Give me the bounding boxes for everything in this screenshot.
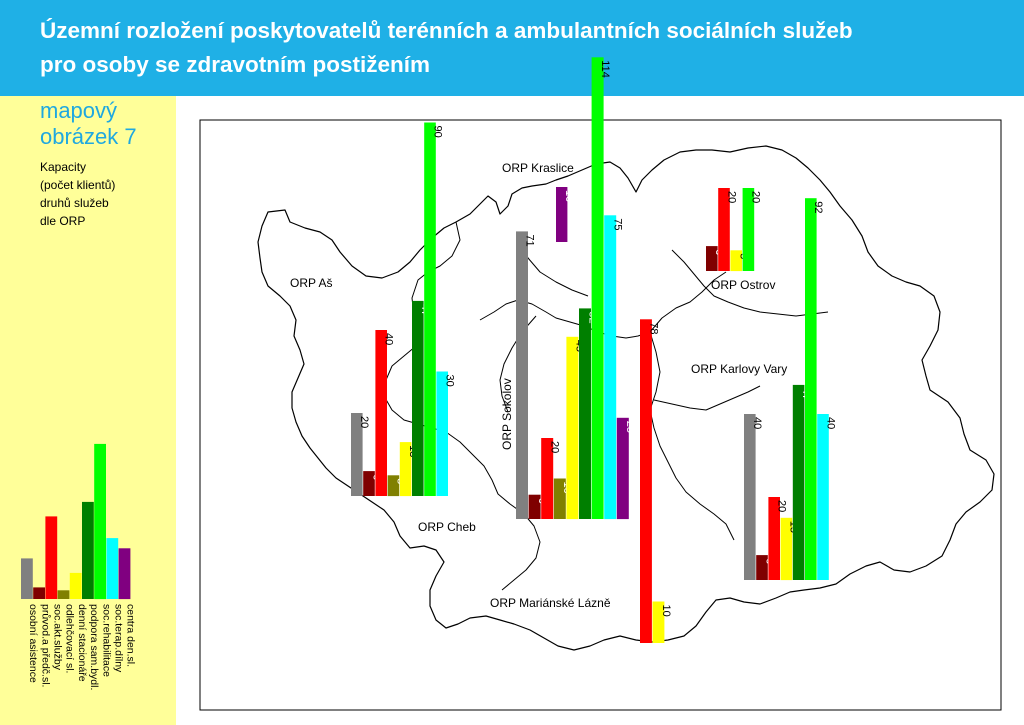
bar-value-label: 40 <box>383 333 395 345</box>
region-label-cheb: ORP Cheb <box>418 520 476 534</box>
legend-label: centra den.sl. <box>125 604 137 667</box>
region-labels: ORP Aš ORP Kraslice ORP Ostrov ORP Karlo… <box>290 161 787 610</box>
bar-orp-sokolov-pruvod-a-predc-sl <box>528 494 541 519</box>
bar-orp-karlovy-vary-soc-rehabilitace <box>805 198 817 580</box>
bar-orp-cheb-pruvod-a-predc-sl <box>363 471 375 496</box>
caption-line: (počet klientů) <box>40 178 116 192</box>
legend-layer: osobní asistence průvod.a předč.sl. soc.ak… <box>21 443 137 690</box>
legend-bar-osobni-asistence <box>21 558 33 599</box>
bar-value-label: 114 <box>599 60 611 78</box>
bar-orp-cheb-soc-rehabilitace <box>424 122 436 496</box>
bar-value-label: 20 <box>549 441 561 453</box>
bar-value-label: 25 <box>624 421 636 433</box>
bar-orp-ostrov-soc-akt-sluzby <box>718 188 730 271</box>
bar-value-label: 71 <box>523 234 535 246</box>
bar-orp-cheb-soc-akt-sluzby <box>375 330 387 496</box>
bar-orp-cheb-denni-stacionare <box>399 442 412 497</box>
bar-orp-ostrov-pruvod-a-predc-sl <box>706 246 718 271</box>
page-title-line1: Územní rozložení poskytovatelů terénních… <box>40 18 853 43</box>
bar-orp-cheb-odlehcovaci-sl <box>387 475 400 497</box>
legend-bar-soc-terap-dilny <box>106 538 119 599</box>
bar-value-label: 20 <box>358 416 370 428</box>
map-label-line2: obrázek 7 <box>40 124 137 149</box>
bar-orp-karlovy-vary-soc-akt-sluzby <box>768 497 780 580</box>
bar-orp-ostrov-soc-rehabilitace <box>742 188 755 271</box>
bar-value-label: 78 <box>647 322 659 334</box>
legend-bar-centra-den-sl <box>118 548 131 600</box>
bar-orp-marianske-lazne-denni-stacionare <box>652 601 665 643</box>
page-title-line2: pro osoby se zdravotním postižením <box>40 52 431 77</box>
bar-value-label: 92 <box>812 201 824 213</box>
bar-orp-kraslice-centra-den-sl <box>556 187 568 242</box>
bar-value-label: 40 <box>824 417 836 429</box>
legend-bar-soc-akt-sluzby <box>45 516 58 599</box>
legend-label: soc.terap.dílny <box>113 604 125 673</box>
bar-orp-karlovy-vary-pruvod-a-predc-sl <box>756 555 768 580</box>
region-label-kraslice: ORP Kraslice <box>502 161 574 175</box>
region-label-sokolov: ORP Sokolov <box>500 378 514 450</box>
bar-orp-sokolov-odlehcovaci-sl <box>553 478 566 519</box>
bar-orp-karlovy-vary-denni-stacionare <box>780 517 793 581</box>
caption-line: dle ORP <box>40 214 86 228</box>
bar-orp-cheb-soc-terap-dilny <box>436 371 448 496</box>
bar-orp-sokolov-centra-den-sl <box>616 417 629 520</box>
region-label-marianske-lazne: ORP Mariánské Lázně <box>490 596 611 610</box>
sidebar-panel: mapový obrázek 7 Kapacity (počet klientů… <box>0 96 176 725</box>
legend-bar-pruvod-a-predc-sl <box>33 587 45 599</box>
bar-value-label: 90 <box>431 126 443 138</box>
bar-orp-sokolov-osobni-asistence <box>516 231 528 519</box>
legend-bar-odlehcovaci-sl <box>57 590 70 599</box>
legend-bar-soc-rehabilitace <box>94 443 106 600</box>
bar-value-label: 75 <box>612 218 624 230</box>
caption-line: Kapacity <box>40 160 87 174</box>
legend-label: denní stacionáře <box>76 604 88 682</box>
legend-label: průvod.a předč.sl. <box>39 604 51 687</box>
bar-orp-sokolov-soc-terap-dilny <box>604 215 617 520</box>
legend-label: osobní asistence <box>27 604 39 683</box>
bar-value-label: 30 <box>444 375 456 387</box>
legend-bar-denni-stacionare <box>69 572 82 599</box>
legend-bar-podpora-sam-bydl <box>82 501 94 599</box>
bar-value-label: 20 <box>750 191 762 203</box>
caption-line: druhů služeb <box>40 196 109 210</box>
region-label-karlovy-vary: ORP Karlovy Vary <box>691 362 787 376</box>
header-banner: Územní rozložení poskytovatelů terénních… <box>0 0 1024 96</box>
bar-orp-karlovy-vary-osobni-asistence <box>744 414 756 580</box>
map-label-line1: mapový <box>40 98 118 123</box>
bar-orp-sokolov-podpora-sam-bydl <box>579 308 591 519</box>
bar-orp-cheb-osobni-asistence <box>351 413 363 496</box>
bar-orp-sokolov-soc-rehabilitace <box>591 57 604 520</box>
region-label-as: ORP Aš <box>290 276 332 290</box>
district-borders <box>383 221 829 591</box>
legend-label: podpora sam.bydl. <box>88 604 100 690</box>
bar-orp-ostrov-denni-stacionare <box>730 250 742 272</box>
bar-value-label: 10 <box>563 190 575 202</box>
bar-orp-marianske-lazne-soc-akt-sluzby <box>640 319 652 643</box>
bar-value-label: 10 <box>660 605 672 617</box>
bar-value-label: 40 <box>751 417 763 429</box>
bar-value-label: 20 <box>725 191 737 203</box>
bars-layer: 2064051347903010716201045521147525620520… <box>351 57 836 643</box>
karlovy-vary-region-outline <box>257 145 995 651</box>
legend-label: soc.akt.služby <box>52 604 64 671</box>
bar-orp-sokolov-soc-akt-sluzby <box>541 438 554 519</box>
legend-label: soc.rehabilitace <box>100 604 112 677</box>
region-label-ostrov: ORP Ostrov <box>711 278 775 292</box>
bar-orp-cheb-podpora-sam-bydl <box>412 300 424 496</box>
bar-orp-karlovy-vary-soc-terap-dilny <box>817 414 829 580</box>
legend-label: odlehčovací sl. <box>64 604 76 673</box>
bar-value-label: 20 <box>776 500 788 512</box>
bar-orp-sokolov-denni-stacionare <box>566 336 579 520</box>
bar-orp-karlovy-vary-podpora-sam-bydl <box>792 384 805 580</box>
